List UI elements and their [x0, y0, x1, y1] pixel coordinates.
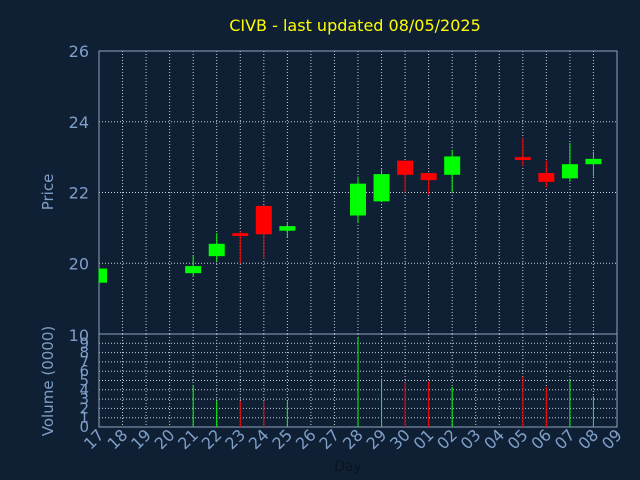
candle-body — [514, 157, 531, 160]
volume-tick-label: 9 — [79, 334, 89, 352]
price-tick-label: 24 — [69, 113, 89, 132]
volume-axis-label: Volume (0000) — [39, 326, 57, 436]
volume-tick-label: 10 — [69, 326, 89, 345]
volume-tick-label: 4 — [79, 381, 89, 399]
candle-body — [373, 174, 390, 202]
volume-tick-label: 1 — [79, 409, 89, 427]
candle-body — [185, 266, 202, 274]
candle-body — [255, 205, 272, 235]
volume-tick-label: 0 — [79, 418, 89, 436]
price-tick-label: 20 — [69, 254, 89, 273]
candle-body — [232, 233, 249, 237]
price-axis-label: Price — [39, 174, 57, 211]
x-axis-label: Day — [334, 459, 362, 475]
volume-tick-label: 5 — [79, 372, 89, 390]
candle-body — [350, 183, 366, 216]
volume-tick-label: 7 — [79, 353, 89, 371]
candle-body — [420, 173, 437, 181]
candle-body — [99, 268, 107, 283]
x-axis: 1718192021222324252627282930010203040506… — [80, 425, 626, 453]
chart-title: CIVB - last updated 08/05/2025 — [229, 16, 481, 35]
candle-body — [279, 226, 296, 231]
volume-tick-label: 8 — [79, 344, 89, 362]
volume-tick-label: 2 — [79, 399, 89, 417]
volume-tick-label: 3 — [79, 390, 89, 408]
candle-body — [585, 158, 602, 165]
volume-tick-label: 6 — [79, 362, 89, 380]
price-tick-label: 22 — [69, 184, 89, 203]
price-panel: 20 22 24 26 — [69, 42, 618, 335]
candle-body — [538, 173, 555, 182]
candle-body — [208, 243, 225, 257]
price-tick-label: 26 — [69, 42, 89, 61]
candle-body — [561, 164, 578, 179]
candle-body — [444, 156, 461, 175]
candle-body — [397, 160, 414, 175]
